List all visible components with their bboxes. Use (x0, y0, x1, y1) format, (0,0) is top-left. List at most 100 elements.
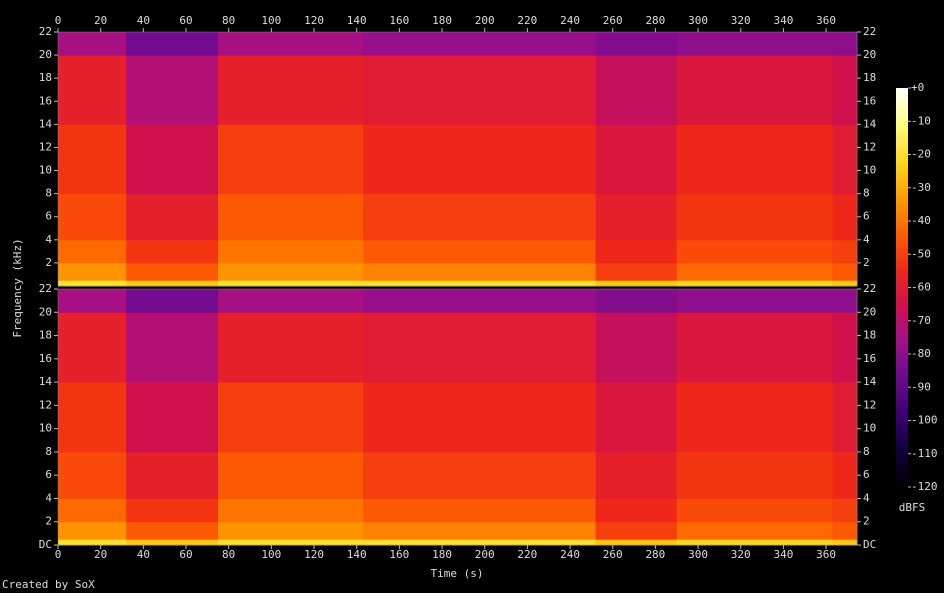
heatmap-cell (832, 262, 858, 281)
y-tick-label: 14 (863, 117, 877, 130)
x-tick-label: 360 (816, 14, 836, 27)
heatmap-cell (832, 539, 858, 546)
y-tick-label: 16 (863, 352, 876, 365)
heatmap-cell (363, 32, 597, 56)
colorbar-tick-label: -90 (911, 380, 931, 393)
heatmap-cell (58, 498, 127, 523)
y-tick-label: 16 (39, 94, 52, 107)
x-tick-label: 200 (475, 14, 495, 27)
x-tick-label: 40 (137, 14, 150, 27)
heatmap-cell (676, 521, 833, 540)
heatmap-cell (58, 55, 127, 125)
x-tick-label: 60 (179, 14, 192, 27)
y-tick-label: 18 (39, 71, 52, 84)
x-tick-label: 220 (517, 14, 537, 27)
y-tick-label: 20 (39, 305, 52, 318)
y-tick-label: 10 (863, 422, 876, 435)
y-tick-label: 6 (863, 210, 870, 223)
x-tick-label: 120 (304, 548, 324, 561)
x-tick-label: 300 (688, 548, 708, 561)
heatmap-cell (832, 124, 858, 195)
x-tick-label: 280 (645, 548, 665, 561)
heatmap-cell (832, 55, 858, 125)
y-tick-label: 20 (863, 305, 876, 318)
heatmap-cell (595, 55, 678, 125)
x-tick-label: 340 (773, 14, 793, 27)
heatmap-cell (218, 312, 364, 383)
y-tick-label: 4 (45, 491, 52, 504)
x-tick-label: 340 (773, 548, 793, 561)
heatmap-cell (363, 451, 597, 499)
colorbar-tick-label: -100 (911, 414, 938, 427)
x-tick-label: 40 (137, 548, 150, 561)
heatmap-cell (58, 451, 127, 499)
plot-frame (57, 31, 858, 287)
x-tick-label: 360 (816, 548, 836, 561)
heatmap-cell (126, 124, 219, 195)
x-tick-label: 0 (55, 548, 62, 561)
heatmap-cell (218, 55, 364, 125)
colorbar-tick-label: -60 (911, 281, 931, 294)
y-tick-label: 18 (39, 329, 52, 342)
heatmap-cell (58, 280, 127, 287)
y-tick-label: 18 (863, 329, 876, 342)
colorbar-tick-label: -40 (911, 214, 931, 227)
x-tick-label: 180 (432, 14, 452, 27)
colorbar-label: dBFS (899, 501, 926, 514)
heatmap-cell (218, 498, 364, 523)
heatmap-cell (676, 498, 833, 523)
x-tick-label: 320 (731, 548, 751, 561)
colorbar-tick-label: -20 (911, 148, 931, 161)
heatmap-cell (58, 382, 127, 453)
heatmap-cell (363, 521, 597, 540)
heatmap-cell (126, 239, 219, 264)
y-tick-label: 22 (39, 25, 52, 38)
heatmap-cell (218, 451, 364, 499)
x-tick-label: 180 (432, 548, 452, 561)
heatmap-cell (595, 521, 678, 540)
heatmap-cell (58, 124, 127, 195)
plot-frame (57, 288, 858, 546)
y-tick-label: 16 (39, 352, 52, 365)
heatmap-cell (126, 289, 219, 313)
y-tick-label: 2 (45, 256, 52, 269)
heatmap-cell (595, 193, 678, 241)
y-tick-label: 22 (39, 282, 52, 295)
colorbar-tick-label: -30 (911, 181, 931, 194)
heatmap-cell (218, 124, 364, 195)
heatmap-cell (126, 280, 219, 287)
heatmap-cell (676, 312, 833, 383)
heatmap-cell (363, 312, 597, 383)
y-tick-label: 2 (45, 515, 52, 528)
heatmap-cell (832, 498, 858, 523)
y-tick-label: 20 (863, 48, 876, 61)
x-tick-label: 240 (560, 548, 580, 561)
heatmap-cell (126, 262, 219, 281)
x-tick-label: 320 (731, 14, 751, 27)
heatmap-cell (218, 193, 364, 241)
y-tick-label: 22 (863, 282, 876, 295)
heatmap-cell (363, 262, 597, 281)
heatmap-cell (363, 239, 597, 264)
colorbar-tick-label: -50 (911, 247, 931, 260)
y-tick-label: 4 (45, 233, 52, 246)
heatmap-cell (676, 289, 833, 313)
x-tick-label: 160 (389, 14, 409, 27)
heatmap-cell (218, 521, 364, 540)
x-tick-label: 140 (347, 548, 367, 561)
y-tick-label: 10 (39, 422, 52, 435)
x-tick-label: 300 (688, 14, 708, 27)
y-tick-label: 10 (863, 164, 876, 177)
heatmap-cell (218, 280, 364, 287)
x-tick-label: 260 (603, 14, 623, 27)
colorbar-tick-label: -10 (911, 114, 931, 127)
x-axis-label: Time (s) (431, 567, 484, 580)
y-tick-label: 20 (39, 48, 52, 61)
x-tick-label: 220 (517, 548, 537, 561)
colorbar-tick-label: -110 (911, 447, 938, 460)
y-tick-label: 14 (39, 375, 53, 388)
colorbar-tick-label: +0 (911, 81, 924, 94)
x-tick-label: 120 (304, 14, 324, 27)
y-tick-label: 8 (863, 187, 870, 200)
heatmap-cell (676, 193, 833, 241)
